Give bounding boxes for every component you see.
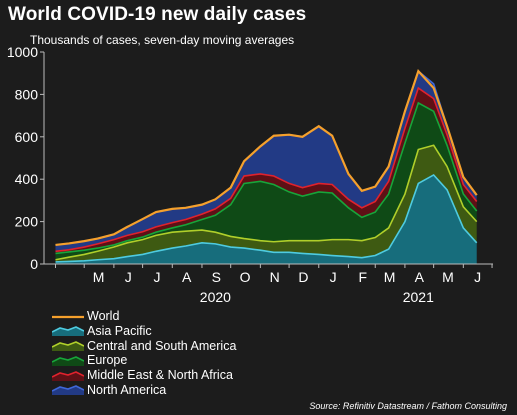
source-note: Source: Refinitiv Datastream / Fathom Co… [309, 401, 507, 411]
y-tick-label: 200 [15, 214, 39, 230]
x-year-label: 2020 [200, 289, 231, 305]
area-asia-pacific [55, 174, 477, 264]
x-tick-label: M [442, 269, 454, 285]
y-tick-label: 0 [30, 256, 38, 272]
legend-swatch [52, 316, 84, 319]
area-europe [55, 102, 477, 260]
legend-label: Central and South America [87, 338, 237, 353]
chart-title: World COVID-19 new daily cases [8, 4, 307, 25]
y-tick-label: 800 [15, 86, 39, 102]
x-year-label: 2021 [403, 289, 434, 305]
y-tick-label: 600 [15, 129, 39, 145]
legend-item-world: World [52, 309, 236, 324]
x-tick-label: M [384, 269, 396, 285]
legend-item-central-and-south-america: Central and South America [52, 339, 236, 354]
legend-swatch [52, 385, 84, 396]
series-lines [55, 68, 478, 263]
y-tick-label: 1000 [7, 44, 38, 60]
legend: World Asia Pacific Central and South Ameri… [52, 309, 236, 398]
legend-swatch [52, 355, 84, 366]
legend-label: World [87, 309, 120, 323]
line-middle-east-and-north-africa [55, 86, 478, 253]
area-middle-east-and-north-africa [55, 88, 477, 254]
x-tick-label: J [330, 269, 337, 285]
line-world [55, 68, 478, 247]
x-tick-label: J [153, 269, 160, 285]
x-tick-label: S [212, 269, 221, 285]
x-tick-label: N [270, 269, 280, 285]
area-central-and-south-america [55, 145, 477, 262]
line-asia-pacific [55, 173, 478, 263]
x-tick-label: D [298, 269, 308, 285]
x-tick-label: J [125, 269, 132, 285]
legend-label: Middle East & North Africa [87, 368, 233, 383]
x-tick-label: J [474, 269, 481, 285]
x-tick-label: M [93, 269, 105, 285]
legend-item-north-america: North America [52, 383, 236, 398]
legend-item-asia-pacific: Asia Pacific [52, 324, 236, 339]
legend-swatch [52, 341, 84, 351]
legend-item-europe: Europe [52, 353, 236, 368]
x-tick-label: F [359, 269, 368, 285]
legend-label: Europe [87, 353, 128, 368]
legend-swatch [52, 370, 84, 381]
x-tick-label: O [240, 269, 251, 285]
legend-swatch [52, 326, 84, 337]
y-tick-label: 400 [15, 171, 39, 187]
legend-item-middle-east-and-north-africa: Middle East & North Africa [52, 368, 236, 383]
area-north-america [55, 71, 477, 252]
chart-subtitle: Thousands of cases, seven-day moving ave… [30, 33, 295, 47]
x-tick-label: A [415, 269, 425, 285]
legend-label: Asia Pacific [87, 323, 152, 338]
legend-label: North America [87, 382, 167, 397]
x-tick-label: A [182, 269, 192, 285]
stacked-areas [55, 71, 477, 264]
line-europe [55, 101, 478, 255]
line-central-and-south-america [55, 144, 478, 261]
